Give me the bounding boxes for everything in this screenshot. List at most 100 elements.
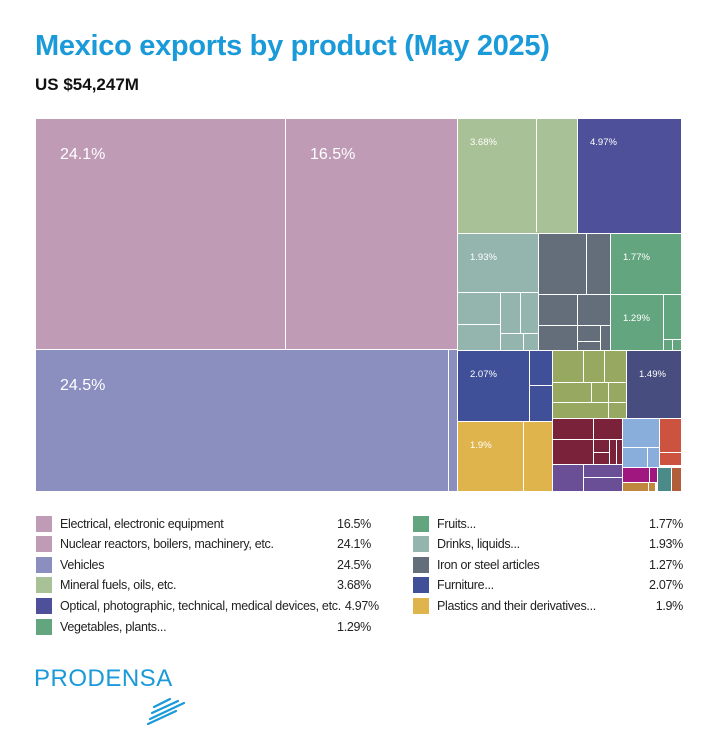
treemap-tile-other	[672, 468, 681, 491]
treemap-tile-iron-or-steel-articles	[539, 326, 577, 350]
treemap-tile-drinks-liquids	[501, 293, 520, 333]
legend-swatch	[36, 577, 52, 594]
prodensa-logo: PRODENSA	[34, 665, 186, 725]
treemap-tile-plastics-and-their-derivatives	[524, 422, 552, 491]
treemap-tile-iron-or-steel-articles	[578, 295, 610, 325]
treemap-tile-other	[553, 351, 583, 382]
treemap-tile-plastics-and-their-derivatives	[458, 422, 523, 491]
treemap-tile-other	[649, 483, 655, 491]
treemap-tile-other	[609, 403, 626, 418]
treemap-tile-furniture	[458, 351, 529, 421]
legend-value: 1.29%	[337, 619, 371, 634]
legend-swatch	[36, 536, 52, 553]
treemap-tile-other	[617, 440, 622, 464]
legend-label: Plastics and their derivatives...	[437, 598, 596, 613]
legend-value: 24.5%	[337, 557, 371, 572]
treemap-tile-unlabeled	[627, 351, 681, 418]
treemap-tile-fruits	[611, 234, 681, 294]
legend-value: 2.07%	[649, 578, 683, 593]
legend-value: 3.68%	[337, 578, 371, 593]
treemap-tile-other	[584, 478, 622, 491]
legend-label: Vegetables, plants...	[60, 619, 167, 634]
chart-title: Mexico exports by product (May 2025)	[35, 30, 550, 62]
treemap-tile-other	[584, 351, 604, 382]
logo-text: PRODENSA	[34, 665, 173, 692]
treemap-tile-drinks-liquids	[521, 293, 538, 333]
legend-item: Nuclear reactors, boilers, machinery, et…	[36, 536, 371, 553]
treemap-tile-label: 1.29%	[623, 313, 650, 324]
treemap-tile-mineral-fuels-oils-etc	[458, 119, 536, 232]
legend-swatch	[36, 618, 52, 635]
treemap-tile-iron-or-steel-articles	[539, 234, 586, 294]
treemap-tile-vehicles	[36, 350, 448, 491]
legend-label: Iron or steel articles	[437, 557, 540, 572]
treemap-tile-label: 24.5%	[60, 377, 105, 394]
legend-item: Optical, photographic, technical, medica…	[36, 597, 379, 614]
treemap-tile-drinks-liquids	[501, 334, 523, 350]
treemap-tile-mineral-fuels-oils-etc	[458, 232, 577, 233]
legend-swatch	[413, 577, 429, 594]
treemap-tile-other	[594, 453, 609, 464]
treemap-tile-other	[660, 419, 681, 452]
treemap: 24.1% 16.5% 24.5% 3.68% 4.97% 1.93% 1.77% 1.29%…	[35, 118, 682, 492]
treemap-tile-label: 1.77%	[623, 252, 650, 263]
treemap-tile-vegetables-plants	[664, 295, 681, 339]
legend-value: 1.27%	[649, 557, 683, 572]
legend-item: Mineral fuels, oils, etc. 3.68%	[36, 577, 371, 594]
treemap-tile-electrical-electronic-equipment	[286, 119, 457, 349]
treemap-tile-label: 24.1%	[60, 146, 105, 163]
treemap-tile-drinks-liquids	[458, 293, 500, 324]
legend-value: 1.9%	[655, 598, 684, 613]
treemap-tile-other	[623, 448, 647, 467]
treemap-tile-other	[623, 483, 648, 491]
legend-value: 1.93%	[649, 537, 683, 552]
treemap-tile-drinks-liquids	[458, 234, 538, 292]
treemap-tile-label: 1.93%	[470, 252, 497, 263]
legend-value: 1.77%	[649, 516, 683, 531]
treemap-tile-other	[553, 403, 608, 418]
treemap-tile-other	[592, 383, 608, 402]
legend-item: Vehicles 24.5%	[36, 556, 371, 573]
treemap-tile-other	[648, 448, 659, 467]
treemap-tile-other	[609, 383, 626, 402]
legend-item: Vegetables, plants... 1.29%	[36, 618, 371, 635]
legend-item: Plastics and their derivatives... 1.9%	[413, 597, 683, 614]
legend-value: 24.1%	[337, 537, 371, 552]
treemap-tile-label: 16.5%	[310, 146, 355, 163]
treemap-tile-drinks-liquids	[458, 325, 500, 350]
legend-label: Vehicles	[60, 557, 105, 572]
treemap-tile-other	[553, 383, 591, 402]
legend-swatch	[413, 536, 429, 553]
treemap-tile-furniture	[530, 386, 552, 421]
treemap-tile-other	[605, 351, 626, 382]
legend-label: Electrical, electronic equipment	[60, 516, 224, 531]
legend-swatch	[413, 515, 429, 532]
legend-swatch	[36, 515, 52, 532]
treemap-tile-label: 1.9%	[470, 440, 492, 451]
legend-label: Mineral fuels, oils, etc.	[60, 578, 177, 593]
legend-swatch	[413, 556, 429, 573]
treemap-tile-other	[594, 419, 622, 439]
legend-item: Iron or steel articles 1.27%	[413, 556, 683, 573]
treemap-tile-other	[650, 468, 657, 482]
legend-value: 16.5%	[337, 516, 371, 531]
treemap-tile-iron-or-steel-articles	[578, 342, 600, 350]
logo-stripes-icon	[146, 697, 186, 725]
legend-item: Furniture... 2.07%	[413, 577, 683, 594]
treemap-tile-other	[623, 419, 659, 447]
treemap-tile-label: 3.68%	[470, 137, 497, 148]
treemap-tile-iron-or-steel-articles	[539, 295, 577, 325]
treemap-tile-other	[553, 440, 593, 464]
treemap-tile-label: 1.49%	[639, 369, 666, 380]
legend-label: Drinks, liquids...	[437, 537, 520, 552]
legend-label: Furniture...	[437, 578, 494, 593]
treemap-tile-label: 2.07%	[470, 369, 497, 380]
legend-item: Fruits... 1.77%	[413, 515, 683, 532]
treemap-tile-label: 4.97%	[590, 137, 617, 148]
treemap-tile-other	[658, 468, 671, 491]
treemap-tile-iron-or-steel-articles	[578, 326, 600, 341]
treemap-tile-optical-photographic-technical-medical-devices-etc	[578, 119, 681, 233]
treemap-tile-iron-or-steel-articles	[601, 326, 610, 350]
treemap-tile-other	[553, 465, 583, 491]
legend-item: Electrical, electronic equipment 16.5%	[36, 515, 371, 532]
